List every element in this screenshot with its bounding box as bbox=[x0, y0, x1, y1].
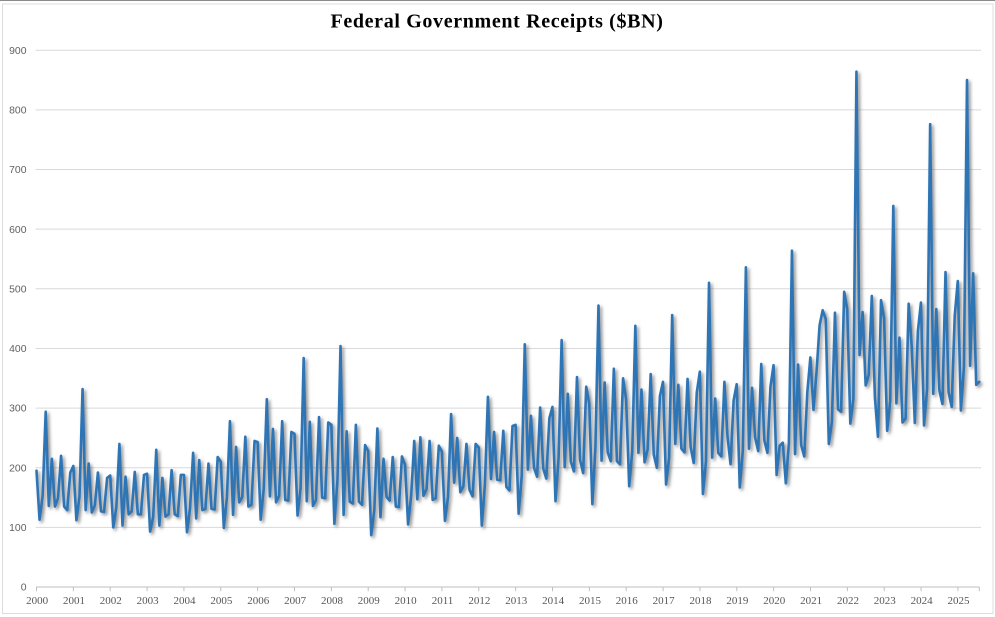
svg-text:2006: 2006 bbox=[247, 595, 270, 607]
svg-text:2015: 2015 bbox=[579, 595, 602, 607]
svg-text:2025: 2025 bbox=[948, 595, 971, 607]
svg-text:2007: 2007 bbox=[284, 595, 307, 607]
svg-text:2024: 2024 bbox=[911, 595, 934, 607]
svg-text:2004: 2004 bbox=[174, 595, 197, 607]
svg-text:2008: 2008 bbox=[321, 595, 344, 607]
svg-text:2009: 2009 bbox=[358, 595, 381, 607]
svg-text:2017: 2017 bbox=[653, 595, 676, 607]
svg-text:200: 200 bbox=[9, 463, 27, 474]
svg-text:2022: 2022 bbox=[837, 595, 859, 607]
svg-text:2012: 2012 bbox=[468, 595, 490, 607]
svg-text:400: 400 bbox=[9, 344, 27, 355]
svg-text:2011: 2011 bbox=[432, 595, 454, 607]
svg-text:700: 700 bbox=[9, 165, 27, 176]
svg-text:2010: 2010 bbox=[395, 595, 418, 607]
svg-text:100: 100 bbox=[9, 523, 27, 534]
svg-text:0: 0 bbox=[21, 583, 27, 594]
svg-text:2016: 2016 bbox=[616, 595, 639, 607]
svg-text:2000: 2000 bbox=[26, 595, 49, 607]
svg-text:Federal Government Receipts ($: Federal Government Receipts ($BN) bbox=[330, 11, 663, 33]
svg-text:2001: 2001 bbox=[63, 595, 85, 607]
svg-text:2003: 2003 bbox=[137, 595, 160, 607]
svg-text:900: 900 bbox=[9, 46, 27, 57]
svg-text:800: 800 bbox=[9, 105, 27, 116]
svg-text:2018: 2018 bbox=[690, 595, 713, 607]
svg-text:2014: 2014 bbox=[542, 595, 565, 607]
svg-text:500: 500 bbox=[9, 284, 27, 295]
svg-text:2005: 2005 bbox=[210, 595, 233, 607]
svg-text:2019: 2019 bbox=[726, 595, 749, 607]
svg-text:2002: 2002 bbox=[100, 595, 122, 607]
svg-text:300: 300 bbox=[9, 404, 27, 415]
svg-text:2013: 2013 bbox=[505, 595, 528, 607]
svg-text:2020: 2020 bbox=[763, 595, 786, 607]
svg-text:2021: 2021 bbox=[800, 595, 822, 607]
svg-text:2023: 2023 bbox=[874, 595, 897, 607]
svg-text:600: 600 bbox=[9, 225, 27, 236]
